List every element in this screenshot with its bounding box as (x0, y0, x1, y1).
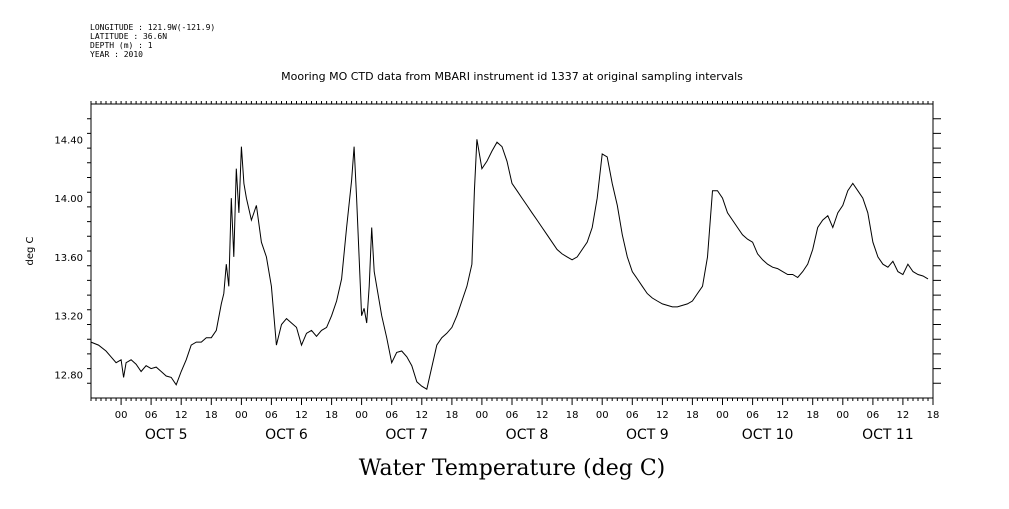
day-label: OCT 8 (506, 427, 549, 443)
x-tick-label: 12 (897, 410, 910, 421)
axis-ticks (87, 101, 941, 405)
x-tick-label: 06 (626, 410, 639, 421)
day-labels: OCT 5 OCT 6 OCT 7 OCT 8 OCT 9 OCT 10 OCT 11 (145, 427, 914, 443)
x-tick-label: 12 (776, 410, 789, 421)
x-tick-label: 18 (325, 410, 338, 421)
y-tick-label: 13.20 (54, 312, 83, 323)
x-tick-label: 06 (506, 410, 519, 421)
x-tick-label: 00 (596, 410, 609, 421)
x-tick-label: 18 (445, 410, 458, 421)
x-tick-label: 00 (115, 410, 128, 421)
y-tick-label: 14.00 (54, 194, 83, 205)
day-label: OCT 11 (862, 427, 914, 443)
x-tick-label: 06 (265, 410, 278, 421)
x-tick-label: 12 (656, 410, 669, 421)
x-tick-label: 00 (836, 410, 849, 421)
y-tick-label: 14.40 (54, 135, 83, 146)
y-tick-labels: 12.80 13.20 13.60 14.00 14.40 (54, 135, 83, 381)
x-tick-label: 06 (866, 410, 879, 421)
plot-frame (90, 103, 934, 399)
x-tick-label: 00 (716, 410, 729, 421)
day-label: OCT 9 (626, 427, 669, 443)
x-tick-label: 12 (415, 410, 428, 421)
x-axis-label: Water Temperature (deg C) (359, 456, 666, 481)
x-tick-label: 18 (686, 410, 699, 421)
x-tick-label: 06 (385, 410, 398, 421)
longitude-label: LONGITUDE : 121.9W(-121.9) (90, 23, 215, 32)
x-tick-label: 06 (746, 410, 759, 421)
x-tick-label: 06 (145, 410, 158, 421)
x-tick-label: 12 (175, 410, 188, 421)
day-label: OCT 10 (742, 427, 794, 443)
x-tick-label: 18 (566, 410, 579, 421)
y-tick-label: 12.80 (54, 370, 83, 381)
x-tick-label: 18 (927, 410, 940, 421)
day-label: OCT 7 (385, 427, 428, 443)
y-axis-label: deg C (25, 236, 36, 265)
x-tick-label: 00 (476, 410, 489, 421)
ticks-layer (87, 101, 941, 405)
chart-title: Mooring MO CTD data from MBARI instrumen… (281, 70, 743, 83)
x-tick-label: 18 (806, 410, 819, 421)
y-tick-label: 13.60 (54, 253, 83, 264)
x-tick-label: 12 (536, 410, 549, 421)
x-tick-label: 00 (355, 410, 368, 421)
year-label: YEAR : 2010 (90, 50, 143, 59)
day-label: OCT 6 (265, 427, 308, 443)
temperature-series-line (90, 139, 929, 390)
x-tick-label: 12 (295, 410, 308, 421)
latitude-label: LATITUDE : 36.6N (90, 32, 167, 41)
x-tick-label: 00 (235, 410, 248, 421)
day-label: OCT 5 (145, 427, 188, 443)
x-tick-labels: 00 06 12 18 00 06 12 18 00 06 12 18 00 06 12 18 00 06 12 18… (115, 410, 940, 421)
x-tick-label: 18 (205, 410, 218, 421)
depth-label: DEPTH (m) : 1 (90, 41, 153, 50)
